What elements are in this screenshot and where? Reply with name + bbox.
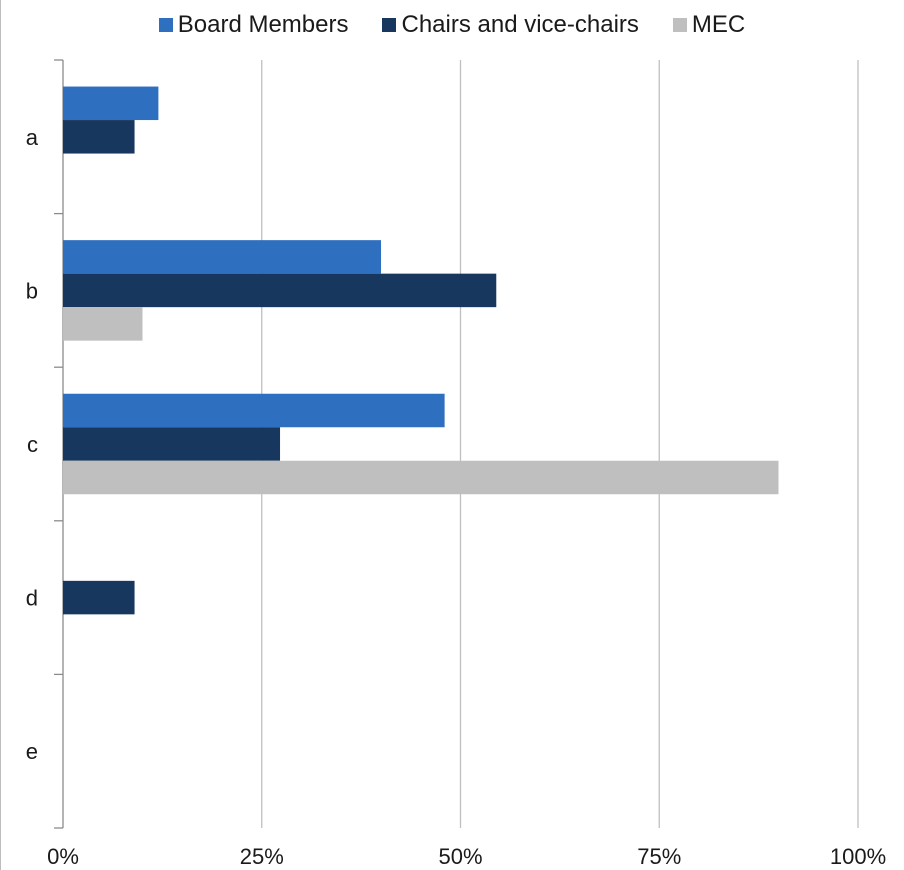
category-label-b: b — [26, 278, 38, 303]
bar-b-series-1 — [63, 273, 497, 308]
bar-d-series-1 — [63, 580, 135, 615]
x-tick-label: 75% — [637, 844, 681, 869]
legend-swatch-board-members — [158, 18, 173, 32]
legend-item-board-members: Board Members — [158, 11, 349, 39]
bar-b-series-2 — [63, 307, 143, 341]
x-tick-label: 25% — [240, 844, 284, 869]
bar-c-series-1 — [63, 427, 281, 461]
legend-swatch-mec — [672, 18, 687, 32]
category-label-d: d — [26, 586, 38, 611]
bar-a-series-0 — [63, 86, 159, 121]
x-tick-label: 0% — [47, 844, 79, 869]
legend-item-chairs: Chairs and vice-chairs — [382, 11, 639, 39]
bar-a-series-1 — [63, 120, 135, 154]
x-tick-label: 100% — [830, 844, 886, 869]
bar-b-series-0 — [63, 240, 381, 274]
x-tick-label: 50% — [438, 844, 482, 869]
legend-label-board-members: Board Members — [177, 11, 349, 38]
chart-frame-left — [0, 0, 1, 870]
bar-c-series-2 — [63, 460, 779, 495]
category-label-e: e — [26, 739, 38, 764]
category-label-a: a — [26, 125, 39, 150]
legend: Board Members Chairs and vice-chairs MEC — [0, 8, 904, 42]
bar-c-series-0 — [63, 393, 445, 428]
legend-label-mec: MEC — [691, 11, 746, 38]
category-label-c: c — [27, 432, 38, 457]
legend-item-mec: MEC — [672, 11, 746, 39]
legend-swatch-chairs — [382, 18, 397, 32]
legend-label-chairs: Chairs and vice-chairs — [401, 11, 639, 38]
